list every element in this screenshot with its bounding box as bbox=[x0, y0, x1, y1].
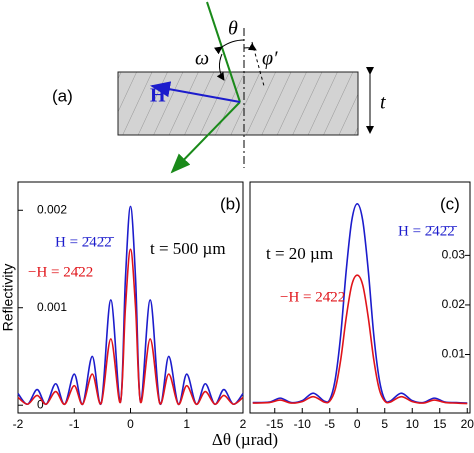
diagram: (a) H θ ω φ′ t bbox=[52, 1, 386, 174]
h-label: H bbox=[150, 85, 166, 107]
y-axis-label: Reflectivity bbox=[0, 264, 16, 332]
theta-label: θ bbox=[228, 18, 238, 40]
y-tick-label: 0.02 bbox=[442, 297, 466, 311]
x-axis-label: Δθ (µrad) bbox=[212, 430, 278, 449]
panel-label: (b) bbox=[220, 194, 241, 213]
x-tick-label: -5 bbox=[324, 417, 335, 431]
y-tick-label: 0.01 bbox=[442, 347, 466, 361]
y-tick-label: 0.002 bbox=[37, 202, 67, 216]
y-tick-label: 0.001 bbox=[37, 300, 67, 314]
t-label: t bbox=[380, 92, 386, 114]
phi-arc bbox=[243, 42, 257, 51]
x-tick-label: -1 bbox=[69, 417, 80, 431]
omega-label: ω bbox=[195, 48, 209, 70]
panel-label: (c) bbox=[440, 194, 460, 213]
y-tick-label: 0.03 bbox=[442, 248, 466, 262]
theta-arc bbox=[213, 39, 245, 55]
x-tick-label: -15 bbox=[266, 417, 284, 431]
series-label: H = 2̄42̄2̄ bbox=[398, 223, 458, 239]
x-tick-label: 0 bbox=[127, 417, 134, 431]
x-tick-label: 5 bbox=[381, 417, 388, 431]
x-tick-label: 20 bbox=[461, 417, 474, 431]
series-label: −H = 24̄22 bbox=[28, 264, 93, 280]
incident-beam bbox=[206, 1, 241, 103]
x-tick-label: -2 bbox=[13, 417, 24, 431]
x-tick-label: 0 bbox=[354, 417, 361, 431]
diffracted-beam bbox=[170, 101, 241, 174]
plot-frame bbox=[17, 181, 244, 414]
x-tick-label: 10 bbox=[406, 417, 420, 431]
plot-frame bbox=[249, 181, 471, 414]
x-tick-label: 2 bbox=[240, 417, 247, 431]
x-tick-label: 1 bbox=[183, 417, 190, 431]
annotation: t = 500 µm bbox=[150, 239, 226, 258]
x-tick-label: 15 bbox=[433, 417, 447, 431]
h-vector bbox=[150, 81, 241, 103]
phi-label: φ′ bbox=[262, 48, 278, 70]
curve bbox=[252, 274, 468, 405]
y-tick-label: 0 bbox=[37, 397, 44, 411]
curve bbox=[17, 248, 244, 406]
omega-arc bbox=[216, 53, 225, 81]
series-label: H = 2̄42̄2̄ bbox=[55, 234, 115, 250]
series-label: −H = 24̄22 bbox=[280, 289, 345, 305]
panel-label: (a) bbox=[52, 86, 73, 105]
annotation: t = 20 µm bbox=[266, 244, 333, 263]
x-tick-label: -10 bbox=[294, 417, 312, 431]
